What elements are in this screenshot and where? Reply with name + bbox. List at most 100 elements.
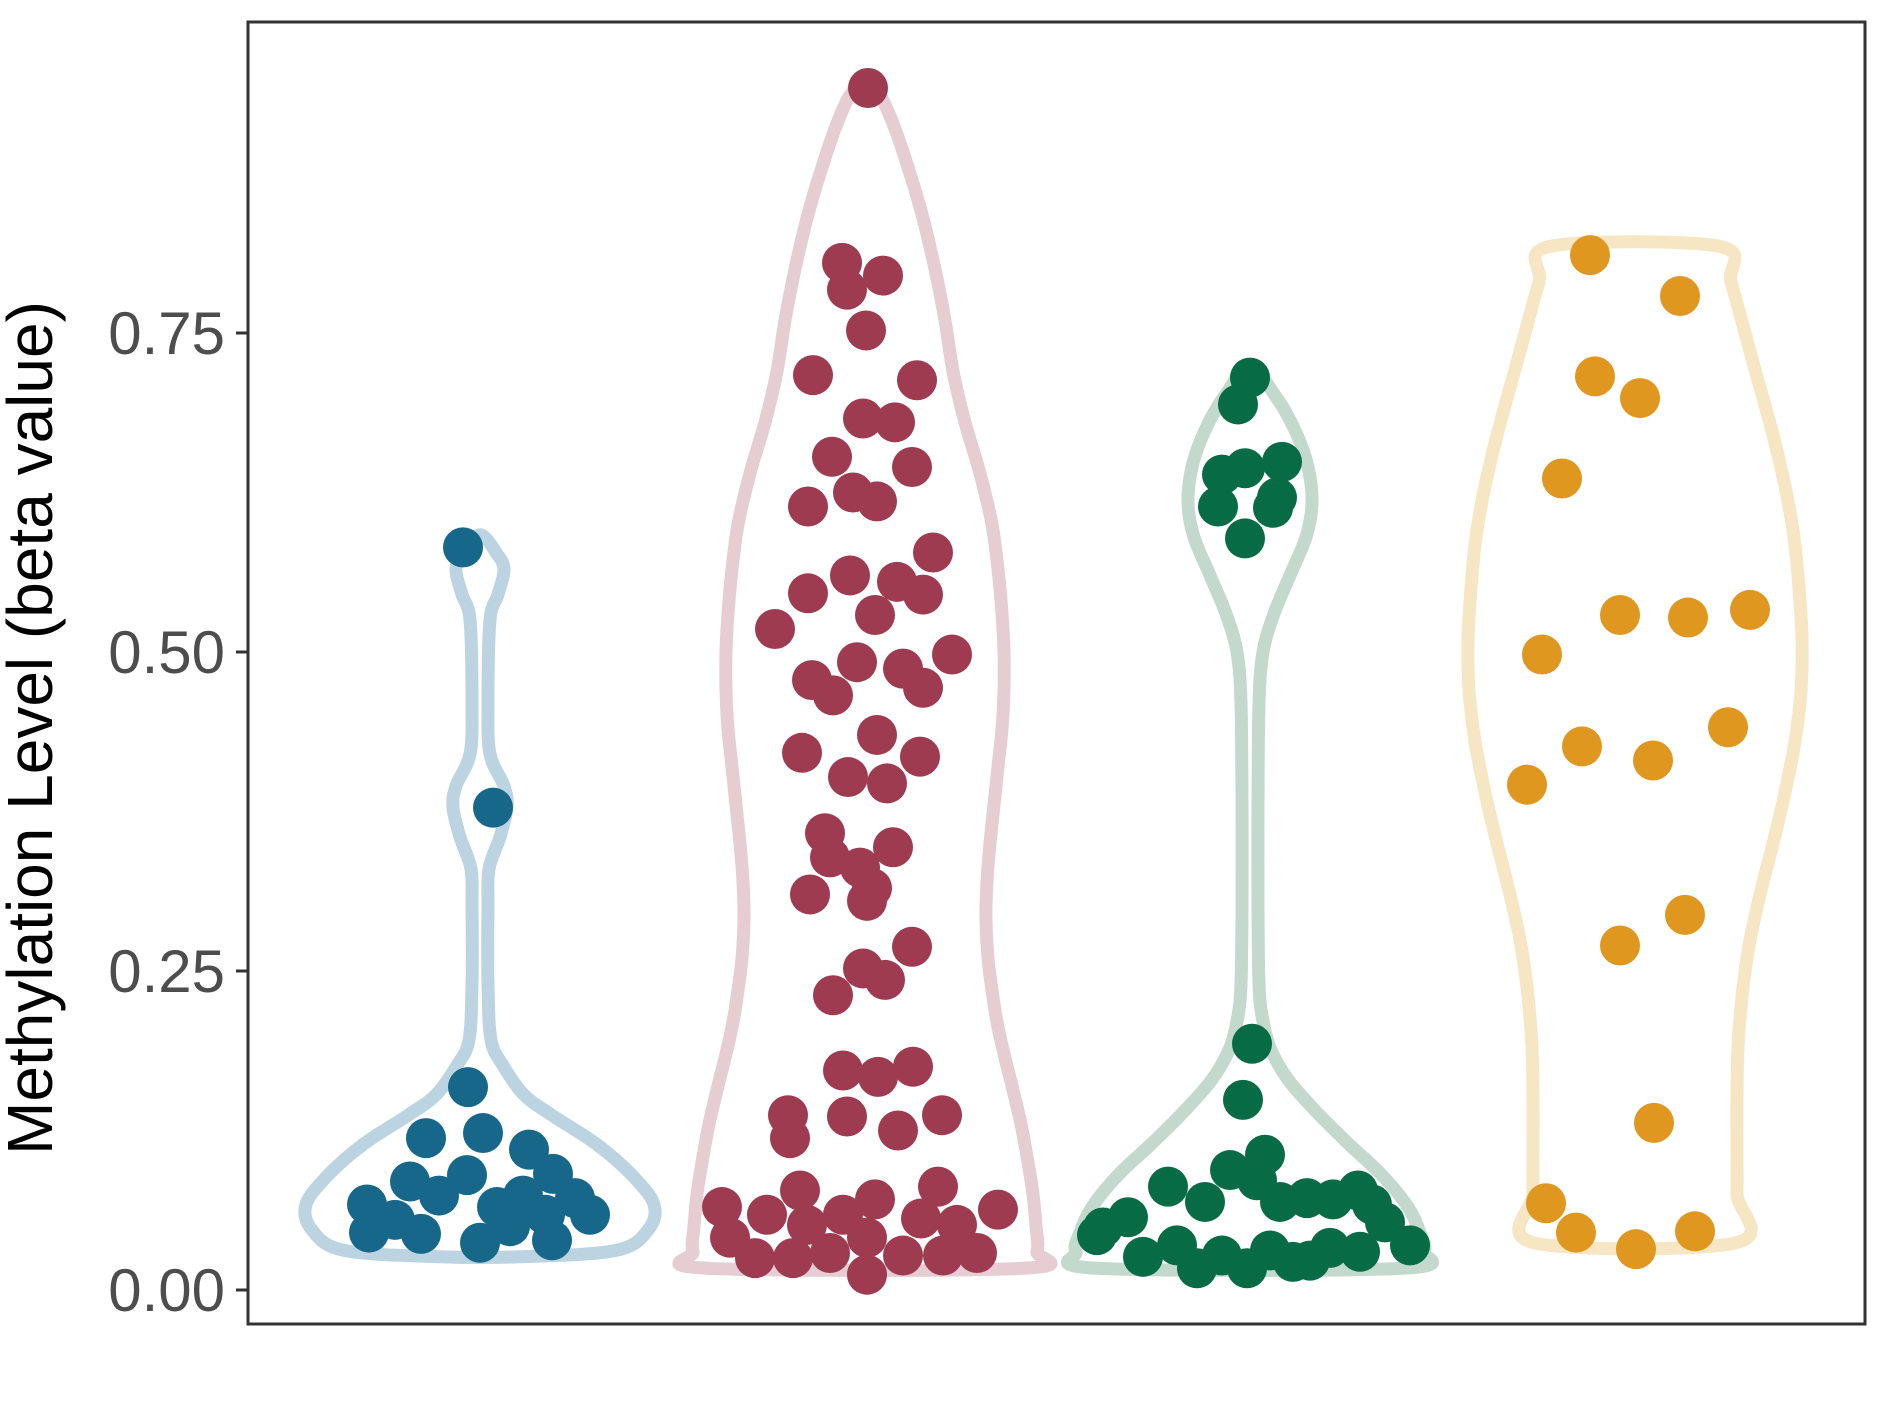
violin-outline-group-2 xyxy=(672,73,1058,1277)
data-point xyxy=(893,1046,933,1087)
data-point xyxy=(790,874,830,915)
data-point xyxy=(1313,1179,1353,1220)
data-point xyxy=(957,1232,997,1273)
data-point xyxy=(863,255,903,296)
data-point xyxy=(1556,1212,1596,1253)
data-point xyxy=(1675,1211,1715,1252)
data-point xyxy=(923,1235,963,1276)
data-point xyxy=(570,1194,610,1235)
violin-group-group-3 xyxy=(1061,357,1439,1289)
data-point xyxy=(883,1235,923,1276)
data-point xyxy=(1620,378,1660,419)
data-point xyxy=(858,1056,898,1097)
data-point xyxy=(1148,1166,1188,1207)
data-point xyxy=(813,975,853,1016)
data-point xyxy=(1273,1241,1313,1282)
data-point xyxy=(782,732,822,773)
data-point xyxy=(903,667,943,708)
data-point xyxy=(810,1232,850,1273)
data-point xyxy=(1390,1225,1430,1266)
data-point xyxy=(847,1217,887,1258)
data-point xyxy=(848,68,888,109)
violin-group-group-1 xyxy=(298,527,662,1265)
data-point xyxy=(1526,1183,1566,1224)
data-point xyxy=(490,1206,530,1247)
data-point xyxy=(892,926,932,967)
data-point xyxy=(855,1179,895,1220)
data-point xyxy=(1218,384,1258,425)
data-point xyxy=(1177,1248,1217,1289)
data-point xyxy=(847,1254,887,1295)
data-point xyxy=(1507,764,1547,805)
data-point xyxy=(1562,726,1602,767)
y-tick-label: 0.25 xyxy=(108,938,225,1005)
data-point xyxy=(1665,894,1705,935)
data-point xyxy=(702,1187,742,1228)
violin-group-group-2 xyxy=(672,68,1058,1295)
data-point xyxy=(900,736,940,777)
data-point xyxy=(1198,486,1238,527)
violin-series xyxy=(298,68,1809,1295)
data-point xyxy=(932,634,972,675)
data-point xyxy=(747,1194,787,1235)
data-point xyxy=(873,827,913,868)
data-point xyxy=(788,486,828,527)
data-point xyxy=(1616,1229,1656,1270)
data-point xyxy=(857,714,897,755)
data-point xyxy=(448,1067,488,1108)
violin-outline-group-3 xyxy=(1061,361,1439,1277)
data-point xyxy=(447,1155,487,1196)
data-point xyxy=(1223,1079,1263,1120)
data-point xyxy=(846,310,886,351)
data-point xyxy=(827,269,867,310)
data-point xyxy=(901,1198,941,1239)
data-point xyxy=(913,532,953,573)
data-point xyxy=(1202,454,1242,495)
data-point xyxy=(978,1189,1018,1230)
data-point xyxy=(1232,1023,1272,1064)
data-point xyxy=(1522,634,1562,675)
data-point xyxy=(847,880,887,921)
violin-group-group-4 xyxy=(1461,235,1809,1270)
data-point xyxy=(787,1204,827,1245)
data-point xyxy=(903,574,943,615)
data-point xyxy=(1340,1231,1380,1272)
data-point xyxy=(865,959,905,1000)
data-point xyxy=(813,675,853,716)
data-point xyxy=(828,757,868,798)
data-point xyxy=(1227,1248,1267,1289)
data-point xyxy=(918,1166,958,1207)
data-point xyxy=(755,609,795,650)
data-point xyxy=(827,1096,867,1137)
y-axis: 0.00 0.25 0.50 0.75 xyxy=(108,300,248,1324)
data-point xyxy=(1185,1181,1225,1222)
data-point xyxy=(349,1212,389,1253)
data-point xyxy=(473,787,513,828)
data-point xyxy=(875,402,915,443)
data-point xyxy=(788,573,828,614)
violin-outline-group-4 xyxy=(1461,235,1809,1256)
data-point xyxy=(1668,597,1708,638)
data-point xyxy=(1708,707,1748,748)
data-point xyxy=(401,1213,441,1254)
data-point xyxy=(1260,1181,1300,1222)
data-point xyxy=(810,837,850,878)
y-tick-label: 0.50 xyxy=(108,619,225,686)
data-point xyxy=(892,446,932,487)
data-point xyxy=(830,555,870,596)
data-point xyxy=(780,1170,820,1211)
y-tick-label: 0.00 xyxy=(108,1257,225,1324)
data-point xyxy=(1633,740,1673,781)
data-point xyxy=(922,1095,962,1136)
data-point xyxy=(1575,356,1615,397)
data-point xyxy=(1262,441,1302,482)
data-point xyxy=(1077,1215,1117,1256)
data-point xyxy=(1542,458,1582,499)
data-point xyxy=(460,1222,500,1263)
data-point xyxy=(406,1118,446,1159)
data-point xyxy=(837,642,877,683)
data-point xyxy=(857,481,897,522)
data-point xyxy=(532,1220,572,1261)
